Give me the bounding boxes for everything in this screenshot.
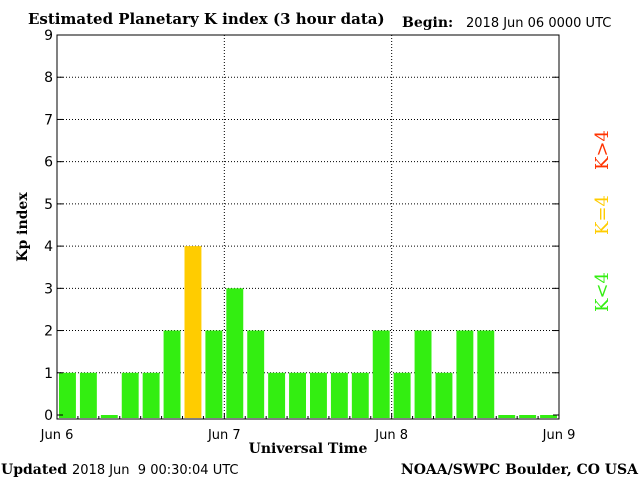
x-tick-label: Jun 7: [207, 428, 241, 443]
x-axis-label: Universal Time: [249, 441, 368, 457]
y-tick-label: 3: [44, 281, 53, 297]
x-tick-label: Jun 8: [374, 428, 408, 443]
kp-bar: [477, 330, 495, 418]
kp-bar: [268, 372, 286, 418]
y-tick-label: 8: [44, 70, 53, 86]
kp-bar: [540, 415, 557, 418]
y-tick-label: 1: [44, 366, 53, 382]
source-credit: NOAA/SWPC Boulder, CO USA: [401, 462, 639, 478]
kp-bar: [289, 372, 306, 418]
begin-value: 2018 Jun 06 0000 UTC: [466, 16, 611, 31]
legend-high: K>4: [592, 130, 613, 170]
updated-label: Updated: [1, 462, 67, 478]
updated-value: 2018 Jun 9 00:30:04 UTC: [72, 463, 239, 478]
y-tick-label: 5: [44, 197, 53, 213]
kp-bar: [79, 372, 97, 418]
kp-bar: [330, 372, 348, 418]
x-axis: Jun 6 Jun 7 Jun 8 Jun 9: [40, 413, 576, 443]
kp-bar: [205, 330, 223, 418]
legend-low: K<4: [592, 272, 613, 312]
x-tick-label: Jun 6: [40, 428, 74, 443]
y-tick-label: 2: [44, 324, 53, 340]
kp-bar: [142, 372, 160, 418]
y-tick-label: 0: [44, 408, 53, 424]
y-tick-label: 4: [44, 239, 53, 255]
kp-bar: [247, 330, 265, 418]
kp-bar: [226, 288, 244, 418]
y-tick-label: 6: [44, 155, 53, 171]
kp-bar: [498, 415, 516, 418]
kp-bar: [435, 372, 453, 418]
kp-bar: [163, 330, 181, 418]
y-axis: 0 1 2 3 4 5 6 7 8 9: [44, 28, 559, 424]
y-tick-label: 9: [44, 28, 53, 44]
chart-title: Estimated Planetary K index (3 hour data…: [28, 10, 385, 28]
kp-bar: [414, 330, 432, 418]
legend: K>4 K=4 K<4: [592, 130, 613, 312]
kp-bar: [59, 372, 76, 418]
kp-bar: [393, 372, 411, 418]
begin-label: Begin:: [402, 15, 453, 31]
grid-lines: [57, 34, 559, 419]
kp-bar: [100, 415, 118, 418]
kp-bar: [456, 330, 474, 418]
x-tick-label: Jun 9: [542, 428, 576, 443]
kp-bar: [184, 246, 202, 418]
y-tick-label: 7: [44, 112, 53, 128]
legend-equal: K=4: [592, 195, 613, 235]
y-axis-label: Kp index: [15, 192, 31, 262]
kp-bar: [519, 415, 537, 418]
kp-bar: [372, 330, 390, 418]
kp-bar: [310, 372, 327, 418]
kp-bar: [121, 372, 139, 418]
kp-bar: [351, 372, 369, 418]
bar-series: [59, 246, 557, 418]
